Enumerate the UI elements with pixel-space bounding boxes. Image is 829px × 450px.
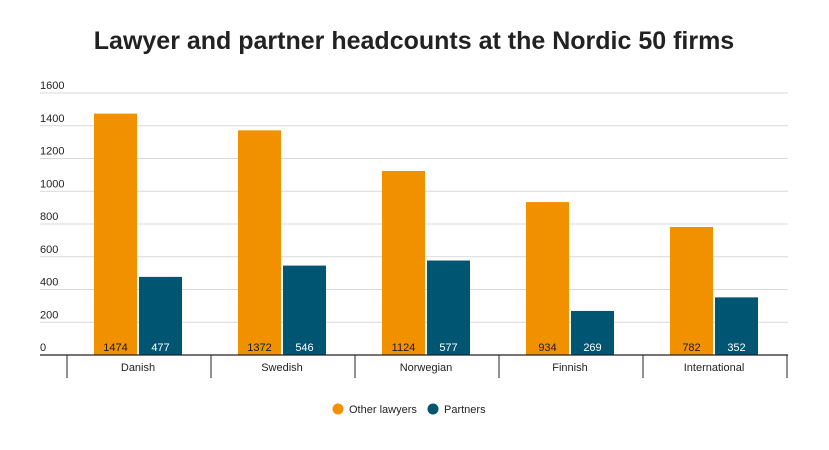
legend-label: Other lawyers [349, 404, 417, 416]
x-tick-label: Finnish [552, 362, 587, 374]
bar-partners [283, 265, 326, 355]
legend: Other lawyers Partners [332, 403, 486, 416]
data-label: 477 [151, 342, 169, 354]
x-tick-label: Swedish [261, 362, 303, 374]
data-label: 934 [538, 342, 556, 354]
bar-other-lawyers [238, 130, 281, 355]
bar-partners [427, 260, 470, 355]
legend-swatch [427, 403, 439, 415]
data-label: 1124 [392, 342, 416, 354]
data-label: 577 [439, 342, 457, 354]
bar-partners [139, 276, 182, 355]
y-tick-label: 1000 [40, 178, 64, 190]
y-tick-label: 200 [40, 309, 58, 321]
data-label: 1372 [247, 342, 271, 354]
x-tick-label: Danish [121, 362, 155, 374]
data-label: 269 [583, 342, 601, 354]
data-labels: 1474 477 1372 546 1124 577 934 269 782 352 [103, 342, 745, 354]
y-tick-label: 1600 [40, 80, 64, 92]
bar-partners [571, 310, 614, 355]
y-tick-label: 800 [40, 211, 58, 223]
y-tick-label: 400 [40, 277, 58, 289]
y-tick-label: 600 [40, 244, 58, 256]
x-tick-label: Norwegian [400, 362, 453, 374]
bar-other-lawyers [526, 202, 569, 355]
legend-swatch [332, 403, 344, 415]
y-tick-label: 1400 [40, 113, 64, 125]
data-label: 546 [295, 342, 313, 354]
data-label: 782 [682, 342, 700, 354]
data-label: 1474 [103, 342, 127, 354]
chart-title: Lawyer and partner headcounts at the Nor… [94, 27, 734, 55]
bars [94, 113, 758, 355]
y-tick-label: 0 [40, 342, 46, 354]
bar-other-lawyers [382, 170, 425, 355]
bar-other-lawyers [670, 226, 713, 355]
bar-partners [715, 297, 758, 355]
legend-label: Partners [444, 404, 486, 416]
bar-other-lawyers [94, 113, 137, 355]
y-axis-ticks: 0 200 400 600 800 1000 1200 1400 1600 [40, 80, 64, 354]
x-tick-label: International [684, 362, 745, 374]
y-tick-label: 1200 [40, 146, 64, 158]
data-label: 352 [727, 342, 745, 354]
x-axis: Danish Swedish Norwegian Finnish Internation… [40, 354, 788, 378]
